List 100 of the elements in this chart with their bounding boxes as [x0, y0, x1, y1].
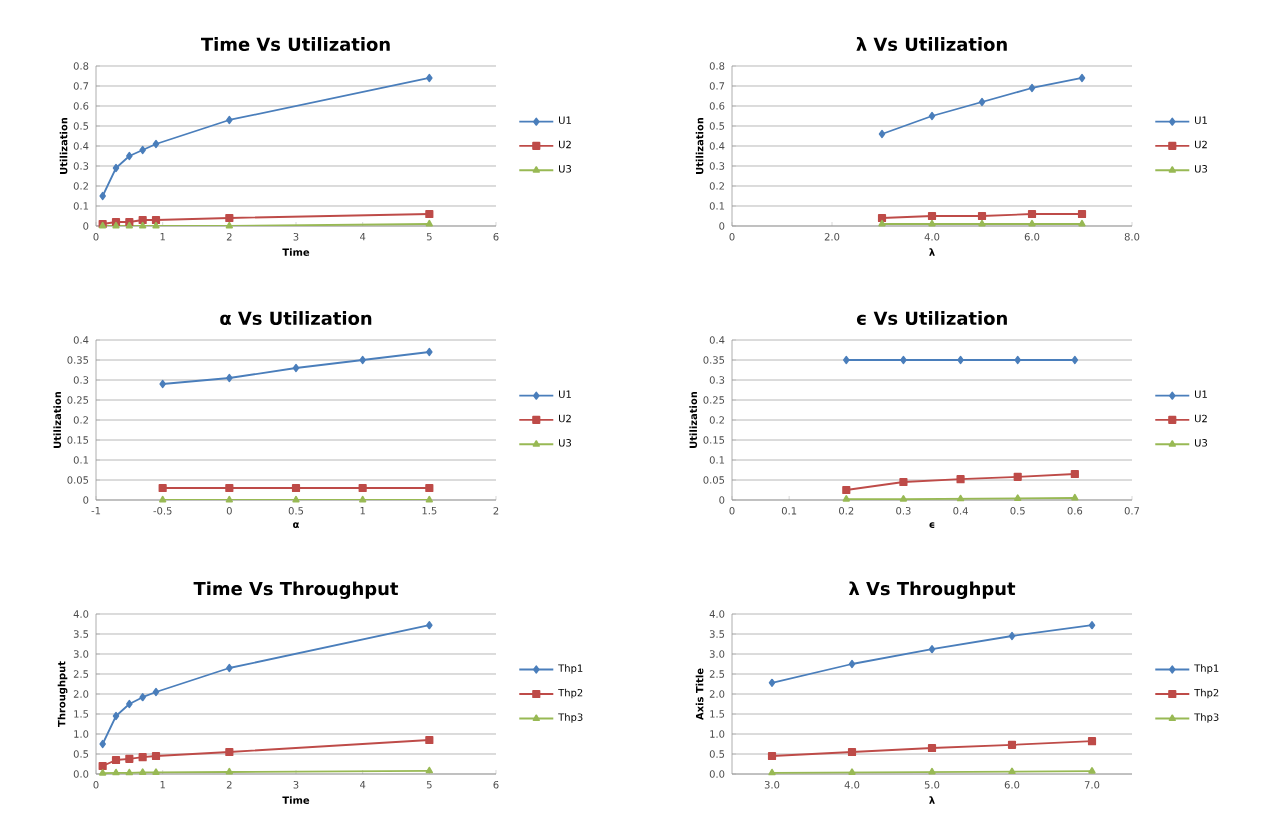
point	[1014, 355, 1021, 365]
point	[358, 483, 367, 493]
point	[125, 768, 133, 776]
chart-title: ϵ Vs Utilization	[856, 311, 1007, 325]
point	[1071, 355, 1079, 365]
point	[425, 209, 434, 219]
point	[957, 355, 964, 365]
point	[425, 219, 433, 227]
chart-title: λ Vs Utilization	[856, 37, 1007, 51]
point	[928, 219, 936, 227]
point	[225, 495, 233, 503]
point	[425, 766, 433, 774]
point	[159, 379, 166, 389]
point	[226, 373, 233, 383]
point	[292, 363, 300, 373]
point	[159, 495, 167, 503]
point	[139, 693, 146, 702]
point	[978, 219, 986, 227]
point	[359, 355, 366, 365]
point	[139, 768, 147, 775]
point	[878, 129, 886, 139]
point	[291, 483, 301, 493]
point	[878, 219, 886, 227]
point	[158, 483, 167, 493]
point	[151, 751, 161, 761]
point	[899, 477, 908, 487]
point	[927, 211, 937, 221]
point	[138, 753, 147, 762]
point	[1027, 209, 1037, 219]
point	[767, 751, 777, 761]
point	[1008, 767, 1016, 775]
point	[426, 621, 433, 630]
point	[226, 663, 233, 673]
point	[98, 761, 107, 771]
point	[139, 145, 146, 155]
point	[1088, 767, 1096, 774]
point	[1077, 209, 1087, 219]
point	[928, 645, 936, 654]
point	[956, 475, 965, 484]
point	[99, 739, 106, 749]
point	[768, 768, 776, 776]
point	[900, 355, 907, 365]
point	[956, 494, 965, 502]
point	[978, 97, 986, 107]
point	[848, 768, 856, 775]
point	[359, 495, 367, 503]
point	[112, 711, 120, 721]
point	[1078, 73, 1086, 83]
point	[426, 73, 433, 83]
chart-title: Time Vs Throughput	[193, 581, 399, 599]
point	[1070, 469, 1079, 479]
point	[126, 151, 133, 161]
point	[292, 495, 300, 503]
chart-title: α Vs Utilization	[220, 311, 372, 325]
point	[225, 221, 233, 229]
point	[152, 687, 160, 697]
point	[152, 139, 160, 149]
point	[99, 769, 107, 776]
point	[425, 735, 434, 745]
point	[125, 754, 134, 763]
point	[425, 483, 434, 493]
point	[1007, 740, 1017, 749]
point	[152, 221, 160, 229]
point	[225, 483, 234, 493]
point	[977, 211, 987, 221]
point	[927, 743, 937, 753]
point	[112, 768, 120, 776]
point	[1087, 737, 1097, 746]
point	[138, 215, 147, 225]
point	[1071, 493, 1079, 501]
point	[425, 495, 433, 503]
point	[151, 215, 161, 225]
point	[1028, 219, 1036, 227]
point	[928, 111, 936, 121]
point	[112, 163, 120, 173]
point	[877, 213, 887, 223]
point	[99, 191, 106, 201]
point	[225, 213, 234, 223]
point	[139, 221, 147, 229]
point	[1088, 621, 1096, 630]
point	[899, 495, 908, 502]
point	[225, 747, 234, 757]
point	[1014, 494, 1022, 501]
point	[768, 678, 776, 687]
point	[111, 755, 121, 765]
point	[843, 355, 850, 365]
point	[426, 347, 433, 357]
point	[152, 768, 160, 775]
point	[1078, 219, 1086, 227]
point	[126, 699, 133, 709]
point	[1008, 631, 1016, 641]
point	[848, 659, 856, 669]
point	[842, 485, 851, 495]
point	[1013, 472, 1022, 481]
point	[847, 747, 857, 757]
point	[226, 115, 233, 125]
point	[928, 767, 936, 775]
chart-title: Time Vs Utilization	[201, 37, 390, 51]
point	[225, 767, 233, 775]
chart-title: λ Vs Throughput	[848, 581, 1016, 599]
